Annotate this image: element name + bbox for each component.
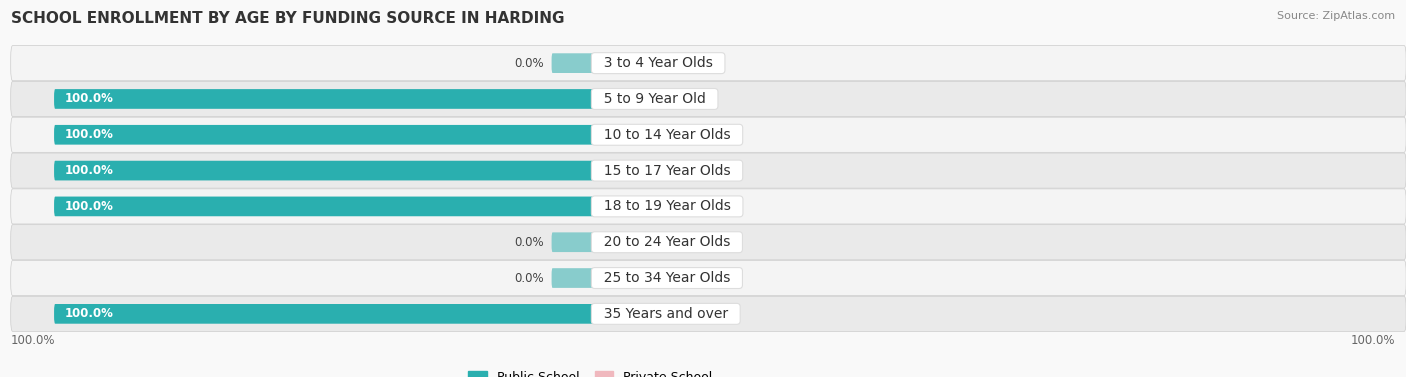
Text: 100.0%: 100.0% xyxy=(65,164,114,177)
Text: 0.0%: 0.0% xyxy=(668,271,697,285)
FancyBboxPatch shape xyxy=(11,296,1406,331)
Text: SCHOOL ENROLLMENT BY AGE BY FUNDING SOURCE IN HARDING: SCHOOL ENROLLMENT BY AGE BY FUNDING SOUR… xyxy=(11,11,565,26)
Text: 100.0%: 100.0% xyxy=(65,307,114,320)
Text: 0.0%: 0.0% xyxy=(513,236,544,249)
Text: 0.0%: 0.0% xyxy=(668,92,697,106)
FancyBboxPatch shape xyxy=(595,232,659,252)
Text: 20 to 24 Year Olds: 20 to 24 Year Olds xyxy=(595,235,740,249)
FancyBboxPatch shape xyxy=(595,196,659,216)
FancyBboxPatch shape xyxy=(11,46,1406,81)
FancyBboxPatch shape xyxy=(11,117,1406,152)
FancyBboxPatch shape xyxy=(53,161,595,181)
Text: 0.0%: 0.0% xyxy=(513,271,544,285)
Text: 0.0%: 0.0% xyxy=(513,57,544,70)
Text: 0.0%: 0.0% xyxy=(668,307,697,320)
Legend: Public School, Private School: Public School, Private School xyxy=(464,366,717,377)
FancyBboxPatch shape xyxy=(11,153,1406,188)
Text: 0.0%: 0.0% xyxy=(668,57,697,70)
FancyBboxPatch shape xyxy=(11,261,1406,296)
FancyBboxPatch shape xyxy=(595,125,659,145)
Text: 5 to 9 Year Old: 5 to 9 Year Old xyxy=(595,92,714,106)
Text: 0.0%: 0.0% xyxy=(668,236,697,249)
Text: 15 to 17 Year Olds: 15 to 17 Year Olds xyxy=(595,164,740,178)
FancyBboxPatch shape xyxy=(53,196,595,216)
FancyBboxPatch shape xyxy=(551,53,595,73)
FancyBboxPatch shape xyxy=(11,81,1406,116)
Text: 100.0%: 100.0% xyxy=(65,92,114,106)
FancyBboxPatch shape xyxy=(53,89,595,109)
FancyBboxPatch shape xyxy=(595,304,659,324)
Text: 0.0%: 0.0% xyxy=(668,200,697,213)
Text: 10 to 14 Year Olds: 10 to 14 Year Olds xyxy=(595,128,740,142)
Text: 100.0%: 100.0% xyxy=(1351,334,1395,346)
Text: 0.0%: 0.0% xyxy=(668,128,697,141)
FancyBboxPatch shape xyxy=(595,89,659,109)
Text: 3 to 4 Year Olds: 3 to 4 Year Olds xyxy=(595,56,721,70)
FancyBboxPatch shape xyxy=(11,189,1406,224)
Text: 100.0%: 100.0% xyxy=(65,200,114,213)
Text: 35 Years and over: 35 Years and over xyxy=(595,307,737,321)
FancyBboxPatch shape xyxy=(595,161,659,181)
FancyBboxPatch shape xyxy=(595,268,659,288)
FancyBboxPatch shape xyxy=(11,225,1406,260)
Text: Source: ZipAtlas.com: Source: ZipAtlas.com xyxy=(1277,11,1395,21)
Text: 100.0%: 100.0% xyxy=(65,128,114,141)
FancyBboxPatch shape xyxy=(53,304,595,324)
FancyBboxPatch shape xyxy=(551,268,595,288)
FancyBboxPatch shape xyxy=(595,53,659,73)
Text: 100.0%: 100.0% xyxy=(11,334,55,346)
Text: 25 to 34 Year Olds: 25 to 34 Year Olds xyxy=(595,271,740,285)
Text: 18 to 19 Year Olds: 18 to 19 Year Olds xyxy=(595,199,740,213)
FancyBboxPatch shape xyxy=(53,125,595,145)
FancyBboxPatch shape xyxy=(551,232,595,252)
Text: 0.0%: 0.0% xyxy=(668,164,697,177)
